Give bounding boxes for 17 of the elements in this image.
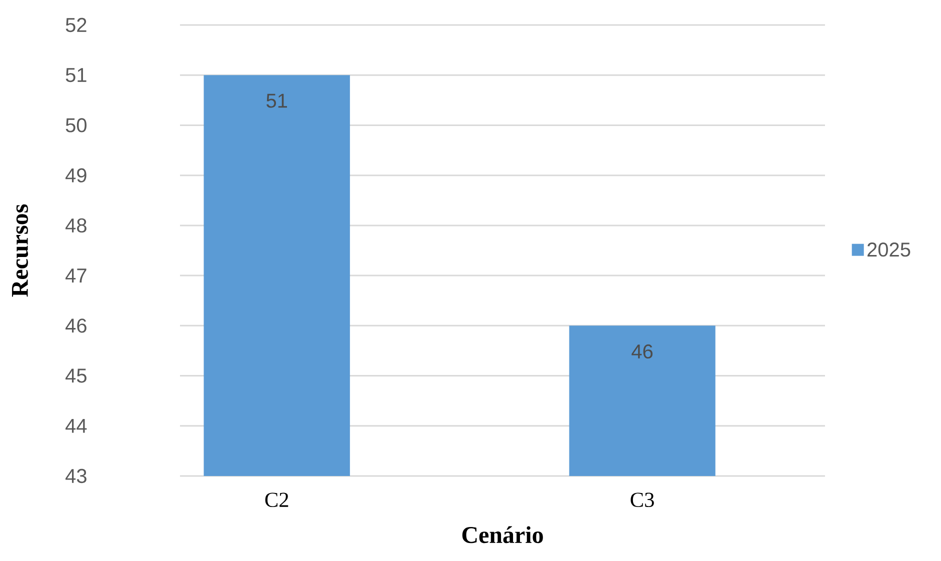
y-tick-label: 51 bbox=[66, 68, 86, 82]
y-tick-label: 45 bbox=[66, 368, 86, 383]
y-tick-label: 47 bbox=[66, 268, 86, 282]
y-tick-label: 43 bbox=[66, 468, 86, 484]
data-label: 51 bbox=[266, 94, 287, 108]
y-axis-title: Recursos bbox=[12, 204, 28, 297]
data-label: 46 bbox=[632, 344, 653, 359]
y-tick-label: 48 bbox=[66, 218, 86, 233]
y-tick-label: 49 bbox=[66, 168, 86, 182]
legend-label: 2025 bbox=[868, 242, 910, 257]
x-tick-label: C2 bbox=[265, 492, 288, 508]
y-tick-label: 50 bbox=[66, 118, 86, 132]
y-tick-label: 52 bbox=[66, 18, 86, 32]
y-tick-label: 44 bbox=[66, 419, 87, 433]
x-tick-label: C3 bbox=[630, 492, 654, 508]
x-axis-title: Cenário bbox=[462, 526, 543, 544]
y-tick-label: 46 bbox=[66, 318, 86, 333]
